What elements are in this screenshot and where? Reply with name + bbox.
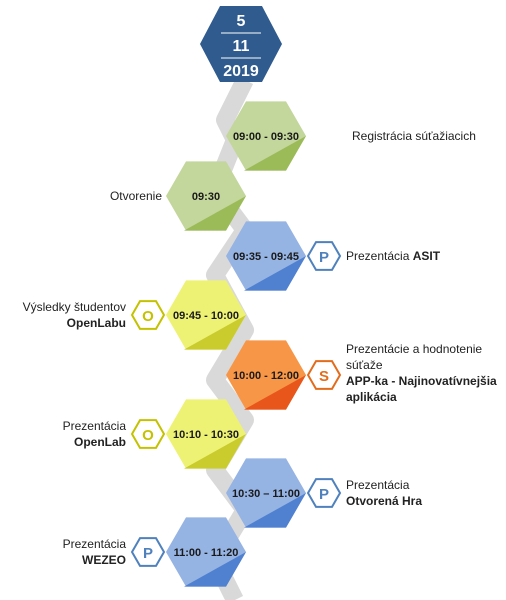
event-time: 10:10 - 10:30	[173, 429, 239, 441]
badge-hexagon	[130, 537, 166, 567]
badge-letter: P	[143, 545, 153, 562]
event-time: 10:30 – 11:00	[232, 488, 300, 500]
event-detail: Otvorená Hra	[346, 494, 423, 508]
badge-hexagon	[130, 419, 166, 449]
date-day: 5	[237, 13, 246, 30]
event-label: Prezentácie a hodnotenie súťaže APP-ka - …	[346, 341, 500, 405]
event-7: 10:30 – 11:00 P	[226, 458, 342, 528]
event-time: 09:35 - 09:45	[233, 251, 299, 263]
events-layer: 09:00 - 09:30 09:30 09:35 - 09:45 P 09:45 - …	[130, 101, 342, 587]
event-5: 10:00 - 12:00 S	[226, 340, 342, 410]
event-label: Prezentácia Otvorená Hra	[346, 477, 500, 509]
time-hexagon-shade	[244, 256, 306, 291]
event-3: 09:35 - 09:45 P	[226, 221, 342, 291]
badge-letter: P	[319, 249, 329, 266]
event-title: Prezentácia	[346, 478, 410, 492]
badge-hexagon	[306, 478, 342, 508]
badge-hexagon	[306, 241, 342, 271]
event-time: 11:00 - 11:20	[174, 547, 239, 559]
event-detail: ASIT	[412, 249, 441, 263]
event-2: 09:30	[166, 161, 246, 231]
event-title: Výsledky študentov	[22, 300, 126, 314]
event-title: Prezentácia	[62, 537, 126, 551]
event-4: 09:45 - 10:00 O	[130, 280, 246, 350]
event-label: Otvorenie	[4, 188, 162, 204]
time-hexagon-shade	[244, 136, 306, 171]
badge-letter: P	[319, 486, 329, 503]
event-detail: APP-ka - Najinovatívnejšia aplikácia	[346, 374, 497, 404]
event-8: 11:00 - 11:20 P	[130, 517, 246, 587]
event-time: 10:00 - 12:00	[233, 370, 299, 382]
time-hexagon-shade	[244, 493, 306, 528]
badge-letter: O	[142, 427, 154, 444]
time-hexagon-shade	[184, 315, 246, 350]
event-title: Registrácia súťažiacich	[352, 129, 476, 143]
event-title: Prezentácia	[346, 249, 413, 263]
event-detail: WEZEO	[82, 553, 126, 567]
event-label: Prezentácia OpenLab	[4, 418, 126, 450]
event-label: Registrácia súťažiacich	[352, 128, 500, 144]
time-hexagon-shade	[184, 552, 246, 587]
event-detail: OpenLab	[73, 435, 126, 449]
event-detail: OpenLabu	[66, 316, 126, 330]
event-label: Prezentácia WEZEO	[4, 536, 126, 568]
date-hexagon: 5 11 2019	[200, 6, 282, 82]
badge-hexagon	[130, 300, 166, 330]
event-title: Otvorenie	[109, 189, 162, 203]
event-title: Prezentácie a hodnotenie súťaže	[346, 342, 483, 372]
event-time: 09:30	[192, 191, 220, 203]
event-label: Prezentácia ASIT	[346, 248, 500, 264]
time-hexagon-shade	[184, 196, 246, 231]
badge-hexagon	[306, 360, 342, 390]
event-time: 09:00 - 09:30	[233, 131, 299, 143]
event-6: 10:10 - 10:30 O	[130, 399, 246, 469]
event-time: 09:45 - 10:00	[173, 310, 239, 322]
time-hexagon-shade	[244, 375, 306, 410]
date-month: 11	[233, 38, 250, 55]
time-hexagon-shade	[184, 434, 246, 469]
date-year: 2019	[223, 63, 259, 80]
date-hexagon-shape	[200, 6, 282, 82]
badge-letter: O	[142, 308, 154, 325]
event-1: 09:00 - 09:30	[226, 101, 306, 171]
badge-letter: S	[319, 368, 329, 385]
event-label: Výsledky študentov OpenLabu	[4, 299, 126, 331]
event-title: Prezentácia	[62, 419, 126, 433]
